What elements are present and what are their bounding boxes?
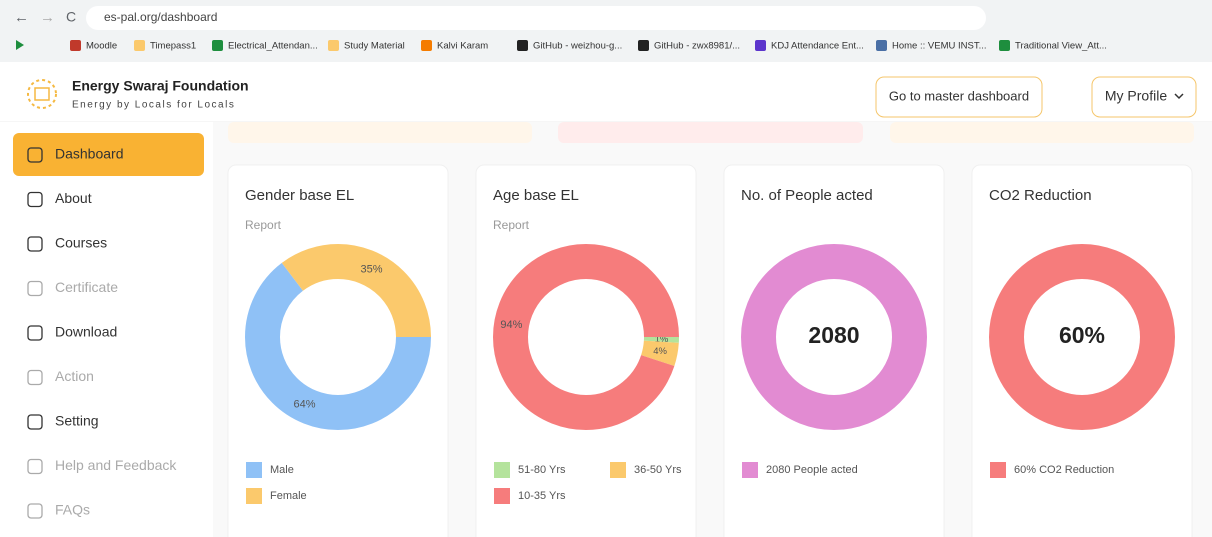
- site-title: Energy Swaraj Foundation: [72, 78, 249, 94]
- legend-swatch: [246, 488, 262, 504]
- donut-segment: [245, 244, 431, 430]
- legend-label: Female: [270, 490, 307, 502]
- menu-icon: [27, 147, 43, 163]
- chart-title: No. of People acted: [741, 187, 873, 204]
- chart-card: [971, 164, 1193, 537]
- back-button[interactable]: ←: [14, 9, 29, 26]
- legend-swatch: [246, 462, 262, 478]
- top-card: [890, 122, 1194, 143]
- menu-icon: [27, 503, 43, 519]
- menu-icon: [27, 191, 43, 208]
- active-item: [13, 133, 204, 176]
- donut-segment: [493, 244, 679, 430]
- chart-subtitle: Report: [245, 218, 282, 232]
- menu-item[interactable]: Action: [55, 368, 94, 384]
- bookmark-icon: [638, 40, 649, 51]
- chart-subtitle: Report: [493, 218, 530, 232]
- bookmark-icon: [70, 40, 81, 51]
- logo: [27, 79, 57, 109]
- menu-icon: [27, 236, 43, 252]
- donut-segment: [989, 244, 1175, 430]
- top-card: [228, 122, 532, 143]
- bookmark[interactable]: Electrical_Attendan...: [228, 41, 318, 52]
- menu-item[interactable]: Setting: [55, 413, 99, 429]
- bookmark[interactable]: Home :: VEMU INST...: [892, 41, 987, 52]
- legend-swatch: [990, 462, 1006, 478]
- data-label: 35%: [361, 263, 383, 275]
- menu-icon: [27, 414, 43, 430]
- bookmark[interactable]: Timepass1: [150, 41, 196, 52]
- center-label: 60%: [1059, 322, 1105, 348]
- bookmark-icon: [16, 40, 24, 50]
- legend-label: 51-80 Yrs: [518, 464, 566, 476]
- bookmark-icon: [517, 40, 528, 51]
- chart-card: [227, 164, 449, 537]
- data-label: 1%: [655, 334, 669, 345]
- chart-title: CO2 Reduction: [989, 187, 1092, 204]
- bookmark[interactable]: GitHub - weizhou-g...: [533, 41, 622, 52]
- chart-title: Age base EL: [493, 187, 579, 204]
- top-card: [558, 122, 863, 143]
- legend-swatch: [494, 488, 510, 504]
- address-bar[interactable]: [86, 6, 986, 30]
- data-label: 4%: [653, 346, 667, 357]
- menu-item[interactable]: Help and Feedback: [55, 457, 177, 473]
- legend-label: 10-35 Yrs: [518, 490, 566, 502]
- menu-item[interactable]: About: [55, 190, 92, 206]
- legend-label: 36-50 Yrs: [634, 464, 682, 476]
- forward-button[interactable]: →: [40, 9, 55, 26]
- menu-item[interactable]: FAQs: [55, 502, 90, 518]
- profile-caret: [1174, 93, 1184, 100]
- profile-button[interactable]: [1091, 76, 1197, 118]
- bookmark-icon: [755, 40, 766, 51]
- url[interactable]: es-pal.org/dashboard: [104, 10, 217, 24]
- menu-item[interactable]: Courses: [55, 235, 107, 251]
- bookmark[interactable]: Traditional View_Att...: [1015, 41, 1107, 52]
- legend-swatch: [494, 462, 510, 478]
- data-label: 94%: [500, 319, 522, 331]
- menu-icon: [27, 325, 43, 341]
- bookmark-icon: [876, 40, 887, 51]
- bookmark[interactable]: Moodle: [86, 41, 117, 52]
- logo-inner: [34, 87, 50, 101]
- legend-swatch: [610, 462, 626, 478]
- master-dashboard-label[interactable]: Go to master dashboard: [889, 88, 1029, 103]
- menu-icon: [27, 458, 43, 475]
- chart-title: Gender base EL: [245, 187, 354, 204]
- legend-label: 2080 People acted: [766, 464, 858, 476]
- bookmark[interactable]: Study Material: [344, 41, 405, 52]
- bookmark[interactable]: GitHub - zwx8981/...: [654, 41, 740, 52]
- legend-label: Male: [270, 464, 294, 476]
- bookmark-icon: [212, 40, 223, 51]
- donut-segment: [741, 244, 927, 430]
- bookmark[interactable]: Kalvi Karam: [437, 41, 488, 52]
- center-label: 2080: [808, 322, 859, 348]
- menu-icon: [27, 369, 43, 386]
- bookmark[interactable]: KDJ Attendance Ent...: [771, 41, 864, 52]
- menu-item[interactable]: Download: [55, 324, 117, 340]
- bookmark-icon: [134, 40, 145, 51]
- data-label: 64%: [293, 399, 315, 411]
- bookmark-icon: [328, 40, 339, 51]
- profile-label[interactable]: My Profile: [1105, 88, 1167, 104]
- site-tagline: Energy by Locals for Locals: [72, 100, 235, 111]
- chart-card: [723, 164, 945, 537]
- sidebar: [0, 122, 213, 537]
- legend-swatch: [742, 462, 758, 478]
- menu-icon: [27, 280, 43, 297]
- bookmark-icon: [421, 40, 432, 51]
- menu-item[interactable]: Certificate: [55, 279, 118, 295]
- bookmark-icon: [999, 40, 1010, 51]
- legend-label: 60% CO2 Reduction: [1014, 464, 1114, 476]
- menu-item[interactable]: Dashboard: [55, 146, 124, 162]
- master-dashboard-button[interactable]: [875, 76, 1043, 118]
- reload-button[interactable]: C: [66, 9, 76, 25]
- chart-card: [475, 164, 697, 537]
